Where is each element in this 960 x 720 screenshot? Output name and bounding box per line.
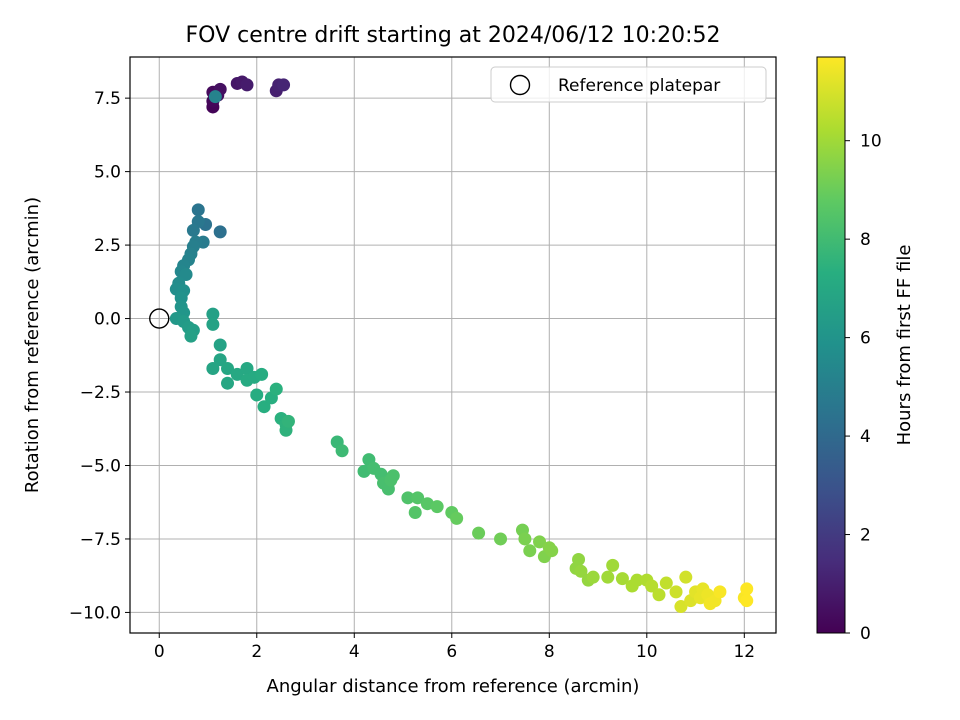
colorbar-tick-label: 4 [860, 427, 871, 447]
data-point [240, 78, 254, 92]
data-point [281, 414, 295, 428]
data-point [574, 564, 588, 578]
data-point [669, 585, 683, 599]
data-point [430, 500, 444, 514]
data-point [586, 570, 600, 584]
data-point [606, 558, 620, 572]
data-point [191, 203, 205, 217]
y-tick-label: −10.0 [69, 603, 121, 623]
y-tick-label: 2.5 [94, 236, 121, 256]
x-axis-ticks: 0 2 4 6 8 10 12 [154, 633, 755, 662]
colorbar-tick-label: 0 [860, 624, 871, 644]
data-point [518, 532, 532, 546]
data-point [213, 338, 227, 352]
grid-lines [130, 57, 776, 633]
data-point [186, 223, 200, 237]
data-point [213, 353, 227, 367]
x-tick-label: 2 [251, 642, 262, 662]
data-point [255, 367, 269, 381]
data-points [169, 75, 754, 614]
y-axis-label: Rotation from reference (arcmin) [22, 197, 43, 493]
data-point [206, 362, 220, 376]
x-tick-label: 4 [349, 642, 360, 662]
y-tick-label: −5.0 [80, 456, 121, 476]
colorbar-tick-label: 2 [860, 526, 871, 546]
data-point [572, 553, 586, 567]
data-point [740, 582, 754, 596]
data-point [221, 362, 235, 376]
data-point [411, 491, 425, 505]
data-point [679, 570, 693, 584]
chart-title: FOV centre drift starting at 2024/06/12 … [186, 23, 721, 48]
data-point [659, 576, 673, 590]
data-point [277, 78, 291, 92]
data-point [257, 400, 271, 414]
data-point [713, 585, 727, 599]
data-point [206, 307, 220, 321]
data-point [269, 382, 283, 396]
x-axis-label: Angular distance from reference (arcmin) [267, 676, 640, 697]
plot-area-frame [129, 56, 777, 634]
colorbar-tick-label: 6 [860, 329, 871, 349]
data-point [208, 90, 222, 104]
data-point [601, 570, 615, 584]
colorbar-gradient [816, 56, 846, 634]
y-tick-label: −7.5 [80, 530, 121, 550]
legend-entry-reference-platepar: Reference platepar [558, 76, 720, 96]
data-point [206, 317, 220, 331]
legend: Reference platepar [490, 66, 767, 103]
y-axis-ticks: −10.0 −7.5 −5.0 −2.5 0.0 2.5 5.0 7.5 [69, 89, 130, 623]
colorbar-label: Hours from first FF file [894, 245, 915, 446]
data-point [545, 544, 559, 558]
x-tick-label: 0 [154, 642, 165, 662]
colorbar-ticks: 0 2 4 6 8 10 [845, 132, 882, 644]
reference-platepar-marker [149, 308, 170, 329]
data-point [494, 532, 508, 546]
y-tick-label: −2.5 [80, 383, 121, 403]
data-point [386, 469, 400, 483]
data-point [652, 588, 666, 602]
data-point [221, 376, 235, 390]
data-point [335, 444, 349, 458]
reference-marker [149, 308, 170, 329]
x-tick-label: 8 [544, 642, 555, 662]
data-point [179, 267, 193, 281]
x-tick-label: 6 [446, 642, 457, 662]
legend-marker-icon [509, 74, 531, 96]
data-point [184, 329, 198, 343]
data-point [420, 497, 434, 511]
data-point [401, 491, 415, 505]
colorbar-tick-label: 8 [860, 230, 871, 250]
data-point [674, 600, 688, 614]
data-point [450, 511, 464, 525]
data-point [533, 535, 547, 549]
x-tick-label: 10 [636, 642, 658, 662]
data-point [472, 526, 486, 540]
data-point [357, 464, 371, 478]
data-point [240, 362, 254, 376]
data-point [213, 225, 227, 239]
x-tick-label: 12 [733, 642, 755, 662]
y-tick-label: 5.0 [94, 163, 121, 183]
data-point [230, 367, 244, 381]
colorbar-tick-label: 10 [860, 132, 882, 152]
data-point [615, 572, 629, 586]
data-point [630, 573, 644, 587]
colorbar: 0 2 4 6 8 10 Hours from first FF file [816, 56, 915, 644]
legend-box [490, 66, 767, 103]
data-point [645, 579, 659, 593]
data-point [740, 594, 754, 608]
y-tick-label: 7.5 [94, 89, 121, 109]
data-point [250, 388, 264, 402]
y-tick-label: 0.0 [94, 310, 121, 330]
data-point [523, 544, 537, 558]
data-point [408, 506, 422, 520]
